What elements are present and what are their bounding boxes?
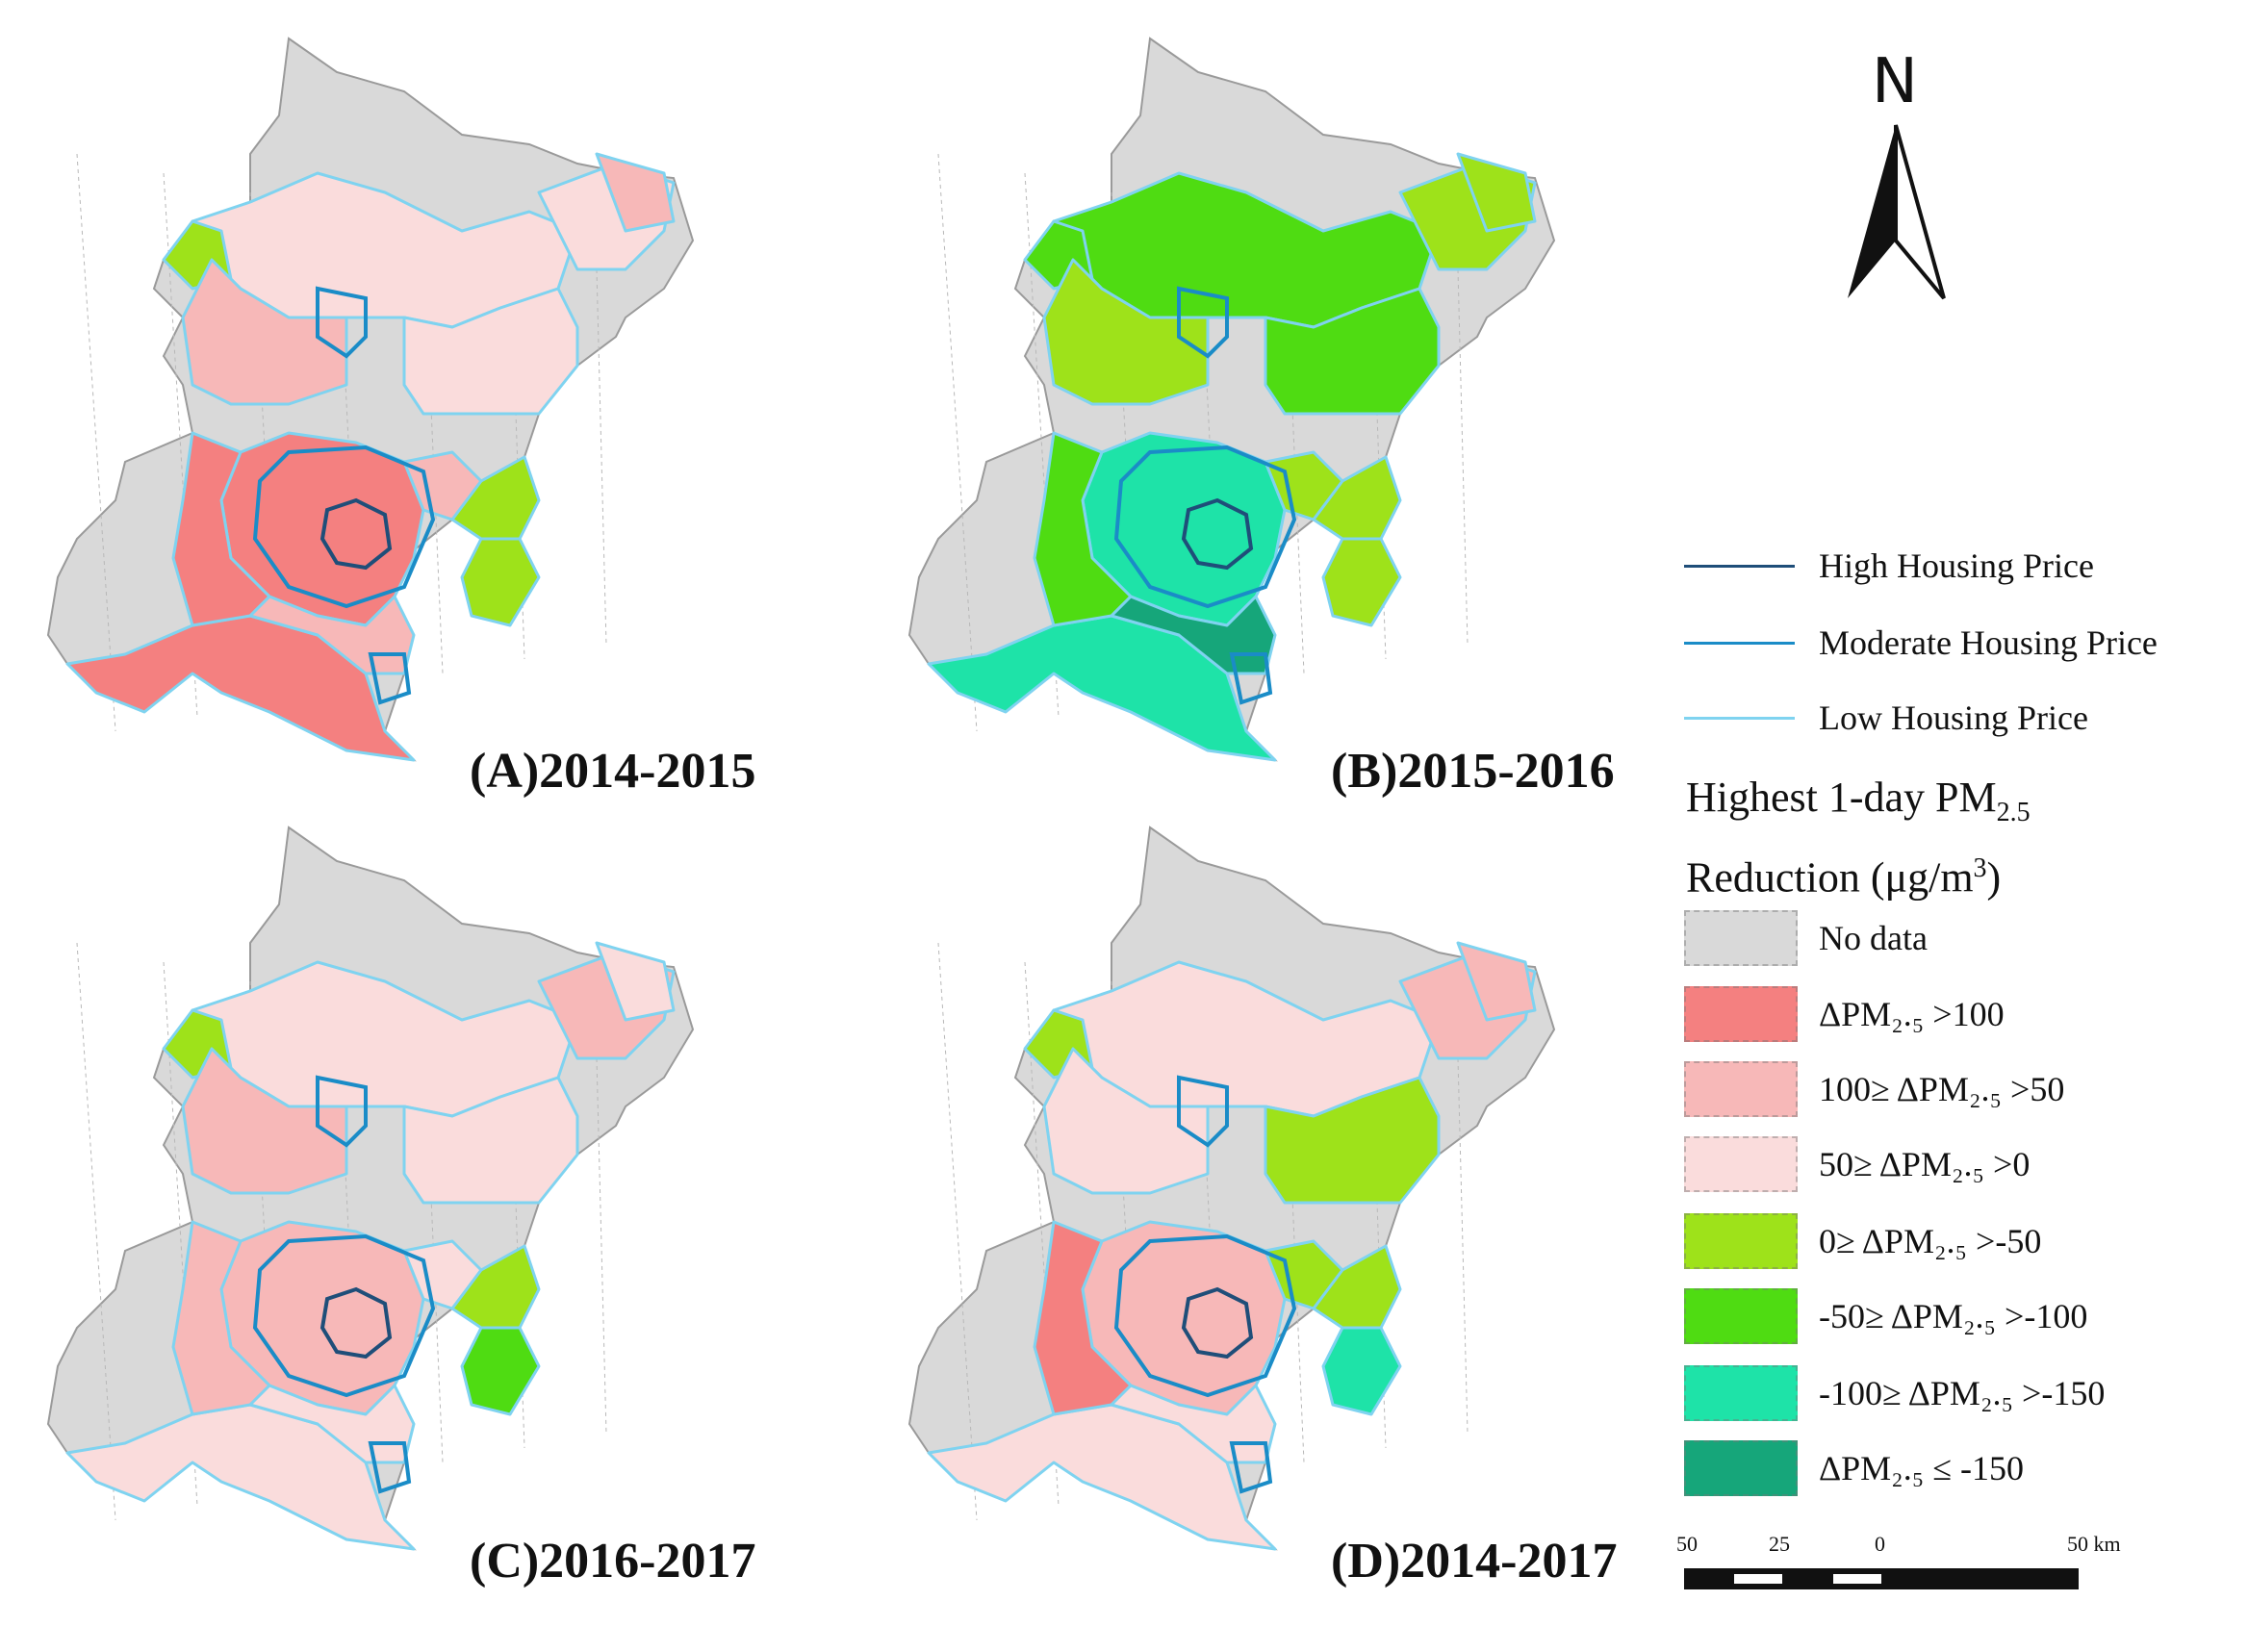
moderate-housing-south	[1229, 652, 1273, 705]
region-farNE	[1456, 152, 1537, 233]
region-farNE	[595, 152, 676, 233]
district-boundary	[1024, 172, 1060, 718]
moderate-housing-north	[1177, 1075, 1229, 1148]
moderate-housing-south	[368, 652, 412, 705]
legend-class-label: 0≥ ΔPM₂.₅ >-50	[1819, 1222, 2042, 1260]
district-boundary	[1457, 268, 1469, 646]
high-housing-core	[1181, 497, 1254, 571]
region-farNE	[1456, 941, 1537, 1022]
legend-title-line2-end: )	[1986, 853, 2002, 902]
region-eastS	[1321, 537, 1402, 627]
legend-class-label: No data	[1819, 919, 1928, 957]
district-boundary	[163, 961, 198, 1507]
swatch-m100-m150	[1684, 1365, 1798, 1421]
legend-title-line2: Reduction (μg/m	[1686, 853, 1974, 902]
region-eastS	[460, 537, 541, 627]
map-panel-c	[46, 826, 695, 1551]
scale-label-50km: 50 km	[2067, 1532, 2121, 1556]
region-midN	[181, 1047, 348, 1195]
legend-line-high	[1684, 564, 1795, 568]
district-boundary	[1024, 961, 1060, 1507]
north-arrow-label: N	[1872, 46, 1918, 117]
legend-title-line1: Highest 1-day PM	[1686, 774, 1997, 821]
district-boundary	[596, 1057, 607, 1435]
high-housing-core	[1181, 1286, 1254, 1360]
legend-line-low	[1684, 716, 1795, 720]
legend-class-m50-m100: -50≥ ΔPM₂.₅ >-100	[1684, 1287, 2087, 1345]
district-boundary	[596, 268, 607, 646]
legend-class-label: ΔPM₂.₅ ≤ -150	[1819, 1449, 2025, 1487]
moderate-housing-north	[316, 1075, 368, 1148]
district-boundary	[163, 172, 198, 718]
region-midE	[402, 287, 579, 416]
north-arrow-right	[1894, 124, 1946, 300]
legend-label-low: Low Housing Price	[1819, 699, 2088, 737]
district-boundary	[1457, 1057, 1469, 1435]
swatch-nodata	[1684, 910, 1798, 966]
region-midE	[402, 1076, 579, 1205]
moderate-housing-north	[1177, 286, 1229, 359]
moderate-housing-ring	[252, 1233, 436, 1398]
region-eastS	[460, 1326, 541, 1416]
region-midN	[1042, 1047, 1210, 1195]
swatch-100-50	[1684, 1061, 1798, 1117]
region-midE	[1264, 287, 1441, 416]
map-panel-b	[907, 37, 1556, 762]
scale-label-0: 0	[1875, 1532, 1885, 1556]
legend-class-nodata: No data	[1684, 909, 1928, 967]
region-eastS	[1321, 1326, 1402, 1416]
north-arrow-left	[1848, 125, 1896, 298]
moderate-housing-ring	[1113, 1233, 1297, 1398]
scale-bar-seg	[1833, 1574, 1881, 1584]
moderate-housing-south	[1229, 1441, 1273, 1494]
region-midE	[1264, 1076, 1441, 1205]
panel-caption-c: (C)2016-2017	[470, 1534, 756, 1588]
swatch-le-m150	[1684, 1440, 1798, 1496]
legend-class-label: -50≥ ΔPM₂.₅ >-100	[1819, 1297, 2088, 1335]
legend-title-sup: 3	[1973, 852, 1987, 883]
panel-caption-a: (A)2014-2015	[470, 744, 756, 799]
legend-class-label: 100≥ ΔPM₂.₅ >50	[1819, 1070, 2065, 1108]
moderate-housing-south	[368, 1441, 412, 1494]
legend-title: Highest 1-day PM2.5 Reduction (μg/m3)	[1686, 770, 2031, 905]
legend-moderate-housing: Moderate Housing Price	[1684, 623, 2158, 662]
legend-class-0-m50: 0≥ ΔPM₂.₅ >-50	[1684, 1212, 2041, 1270]
high-housing-core	[319, 497, 393, 571]
swatch-m50-m100	[1684, 1288, 1798, 1344]
map-panel-a	[46, 37, 695, 762]
swatch-gt100	[1684, 986, 1798, 1042]
north-arrow	[1848, 124, 1946, 300]
scale-bar	[1684, 1568, 2079, 1589]
legend-class-50-0: 50≥ ΔPM₂.₅ >0	[1684, 1135, 2030, 1193]
moderate-housing-north	[316, 286, 368, 359]
panel-caption-b: (B)2015-2016	[1331, 744, 1615, 799]
region-farNE	[595, 941, 676, 1022]
map-panel-d	[907, 826, 1556, 1551]
legend-label-high: High Housing Price	[1819, 546, 2094, 585]
region-midN	[1042, 258, 1210, 406]
legend-class-gt100: ΔPM₂.₅ >100	[1684, 985, 2005, 1043]
legend-class-100-50: 100≥ ΔPM₂.₅ >50	[1684, 1060, 2064, 1118]
scale-label-50: 50	[1676, 1532, 1698, 1556]
panel-caption-d: (D)2014-2017	[1331, 1534, 1618, 1588]
legend-high-housing: High Housing Price	[1684, 546, 2094, 585]
legend-class-label: 50≥ ΔPM₂.₅ >0	[1819, 1145, 2031, 1183]
moderate-housing-ring	[252, 445, 436, 609]
legend-title-sub: 2.5	[1996, 797, 2031, 827]
legend-label-moderate: Moderate Housing Price	[1819, 623, 2158, 662]
scale-label-25: 25	[1769, 1532, 1790, 1556]
legend-class-le-m150: ΔPM₂.₅ ≤ -150	[1684, 1439, 2024, 1497]
legend-class-m100-m150: -100≥ ΔPM₂.₅ >-150	[1684, 1364, 2105, 1422]
swatch-0-m50	[1684, 1213, 1798, 1269]
legend-low-housing: Low Housing Price	[1684, 699, 2088, 737]
legend-line-moderate	[1684, 641, 1795, 645]
legend-class-label: -100≥ ΔPM₂.₅ >-150	[1819, 1374, 2106, 1412]
swatch-50-0	[1684, 1136, 1798, 1192]
region-midN	[181, 258, 348, 406]
legend-class-label: ΔPM₂.₅ >100	[1819, 995, 2005, 1033]
high-housing-core	[319, 1286, 393, 1360]
scale-bar-seg	[1734, 1574, 1782, 1584]
moderate-housing-ring	[1113, 445, 1297, 609]
